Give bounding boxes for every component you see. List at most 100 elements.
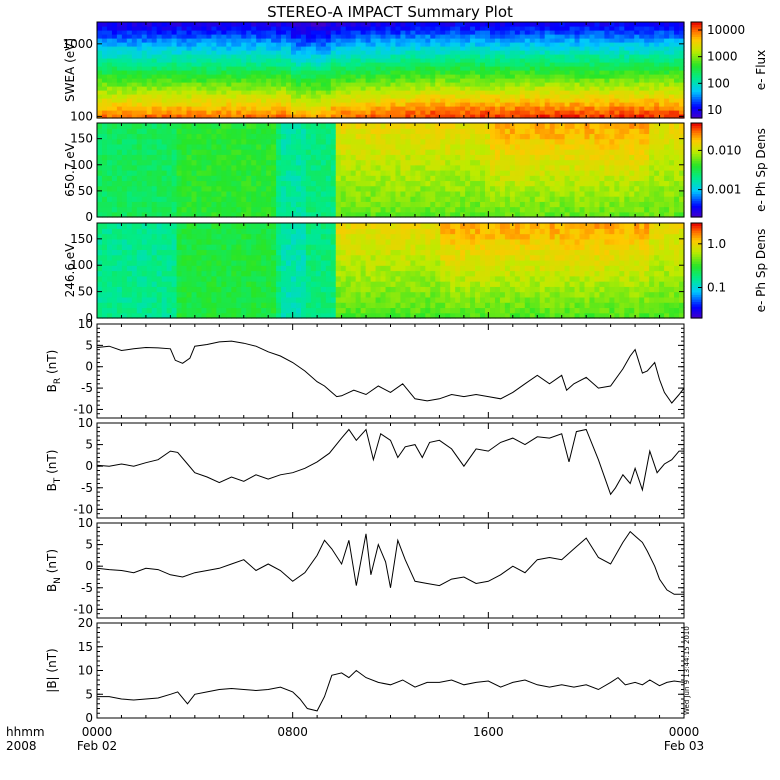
heatmap-cell — [335, 98, 342, 103]
heatmap-cell — [629, 42, 635, 47]
heatmap-cell — [629, 159, 635, 166]
heatmap-cell — [584, 94, 591, 99]
heatmap-cell — [136, 38, 143, 43]
heatmap-cell — [97, 38, 103, 43]
heatmap-cell — [604, 30, 610, 35]
heatmap-cell — [544, 128, 551, 135]
heatmap-cell — [111, 98, 118, 103]
heatmap-cell — [599, 128, 605, 135]
heatmap-cell — [574, 106, 581, 111]
heatmap-cell — [121, 98, 128, 103]
heatmap-cell — [295, 66, 302, 71]
heatmap-cell — [594, 180, 601, 187]
heatmap-cell — [614, 74, 620, 79]
heatmap-cell — [330, 128, 337, 135]
heatmap-cell — [360, 211, 367, 218]
heatmap-cell — [375, 30, 382, 35]
heatmap-cell — [360, 82, 367, 87]
heatmap-cell — [181, 133, 188, 140]
heatmap-cell — [375, 34, 382, 39]
heatmap-cell — [291, 106, 297, 111]
heatmap-cell — [445, 30, 451, 35]
heatmap-cell — [380, 54, 387, 59]
heatmap-cell — [166, 201, 173, 208]
heatmap-cell — [295, 98, 302, 103]
heatmap-cell — [465, 190, 471, 197]
heatmap-cell — [291, 102, 297, 107]
heatmap-cell — [415, 180, 421, 187]
heatmap-cell — [425, 98, 431, 103]
heatmap-cell — [644, 70, 650, 75]
heatmap-cell — [186, 102, 193, 107]
heatmap-cell — [340, 159, 347, 166]
heatmap-cell — [420, 175, 426, 182]
heatmap-cell — [281, 46, 287, 51]
heatmap-cell — [549, 70, 556, 75]
heatmap-cell — [519, 175, 526, 182]
colorbar-step — [691, 91, 702, 95]
heatmap-cell — [534, 70, 541, 75]
heatmap-cell — [196, 30, 203, 35]
heatmap-cell — [569, 38, 576, 43]
heatmap-cell — [385, 133, 392, 140]
heatmap-cell — [639, 133, 645, 140]
heatmap-cell — [465, 66, 471, 71]
heatmap-cell — [494, 106, 501, 111]
heatmap-cell — [529, 62, 536, 67]
heatmap-cell — [624, 66, 630, 71]
heatmap-cell — [151, 180, 158, 187]
heatmap-cell — [97, 143, 103, 150]
heatmap-cell — [310, 66, 317, 71]
heatmap-cell — [320, 66, 327, 71]
heatmap-cell — [291, 94, 297, 99]
heatmap-cell — [211, 170, 217, 176]
heatmap-cell — [629, 22, 635, 27]
heatmap-cell — [499, 50, 506, 55]
heatmap-cell — [236, 133, 242, 140]
heatmap-cell — [614, 90, 620, 95]
heatmap-cell — [206, 90, 213, 95]
colorbar-step — [691, 38, 702, 42]
heatmap-cell — [360, 94, 367, 99]
heatmap-cell — [569, 30, 576, 35]
heatmap-cell — [241, 159, 247, 166]
heatmap-cell — [310, 206, 317, 213]
heatmap-cell — [659, 90, 665, 95]
heatmap-cell — [97, 62, 103, 67]
heatmap-cell — [231, 170, 237, 176]
heatmap-cell — [355, 201, 362, 208]
y-tick-label: 100 — [70, 109, 93, 123]
heatmap-cell — [624, 86, 630, 91]
heatmap-cell — [554, 78, 561, 83]
heatmap-cell — [271, 128, 277, 135]
heatmap-cell — [221, 78, 227, 83]
heatmap-cell — [365, 34, 372, 39]
heatmap-cell — [440, 70, 446, 75]
heatmap-cell — [286, 123, 292, 129]
heatmap-cell — [644, 26, 650, 31]
heatmap-cell — [579, 82, 586, 87]
heatmap-cell — [305, 164, 312, 171]
heatmap-cell — [146, 90, 153, 95]
heatmap-cell — [116, 211, 123, 218]
heatmap-cell — [614, 149, 620, 155]
heatmap-cell — [151, 30, 158, 35]
heatmap-cell — [579, 170, 586, 176]
heatmap-cell — [489, 211, 496, 218]
heatmap-cell — [405, 196, 411, 202]
heatmap-cell — [350, 164, 357, 171]
heatmap-cell — [534, 154, 541, 161]
heatmap-cell — [644, 143, 650, 150]
heatmap-cell — [569, 82, 576, 87]
heatmap-cell — [186, 82, 193, 87]
heatmap-cell — [281, 123, 287, 129]
heatmap-cell — [271, 143, 277, 150]
heatmap-cell — [355, 114, 362, 119]
heatmap-cell — [405, 74, 411, 79]
heatmap-cell — [101, 185, 108, 192]
heatmap-cell — [166, 123, 173, 129]
heatmap-cell — [295, 185, 302, 192]
heatmap-cell — [226, 196, 232, 202]
heatmap-cell — [405, 190, 411, 197]
